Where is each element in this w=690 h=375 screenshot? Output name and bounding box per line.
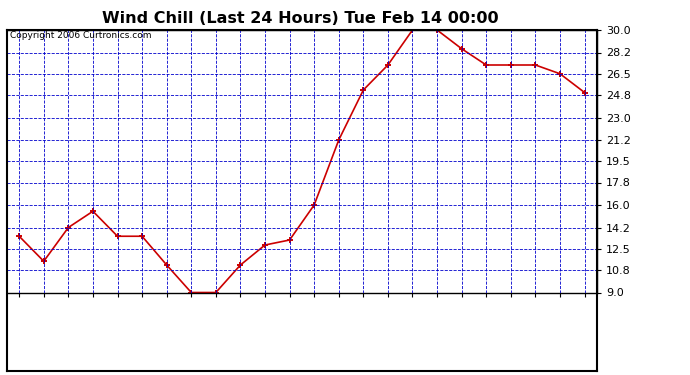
Text: 18:00: 18:00 xyxy=(432,296,442,326)
Text: 16:00: 16:00 xyxy=(383,296,393,326)
Text: Copyright 2006 Curtronics.com: Copyright 2006 Curtronics.com xyxy=(10,32,151,40)
Text: 06:00: 06:00 xyxy=(137,296,147,326)
Text: 09:00: 09:00 xyxy=(211,296,221,326)
Text: Wind Chill (Last 24 Hours) Tue Feb 14 00:00: Wind Chill (Last 24 Hours) Tue Feb 14 00… xyxy=(102,11,498,26)
Text: 02:00: 02:00 xyxy=(39,296,49,326)
Text: 12:00: 12:00 xyxy=(284,296,295,326)
Text: 19:00: 19:00 xyxy=(457,296,466,326)
Text: 05:00: 05:00 xyxy=(112,296,123,326)
Text: 04:00: 04:00 xyxy=(88,296,98,326)
Text: 14:00: 14:00 xyxy=(334,296,344,326)
Text: 03:00: 03:00 xyxy=(63,296,73,326)
Text: 13:00: 13:00 xyxy=(309,296,319,326)
Text: 21:00: 21:00 xyxy=(506,296,516,326)
Text: 20:00: 20:00 xyxy=(481,296,491,326)
Text: 11:00: 11:00 xyxy=(260,296,270,326)
Text: 15:00: 15:00 xyxy=(358,296,368,326)
Text: 10:00: 10:00 xyxy=(235,296,246,326)
Text: 08:00: 08:00 xyxy=(186,296,196,326)
Text: 01:00: 01:00 xyxy=(14,296,24,326)
Text: 07:00: 07:00 xyxy=(161,296,172,326)
Text: 17:00: 17:00 xyxy=(408,296,417,326)
Text: 23:00: 23:00 xyxy=(555,296,565,326)
Text: 22:00: 22:00 xyxy=(531,296,540,326)
Text: 00:00: 00:00 xyxy=(580,296,589,326)
